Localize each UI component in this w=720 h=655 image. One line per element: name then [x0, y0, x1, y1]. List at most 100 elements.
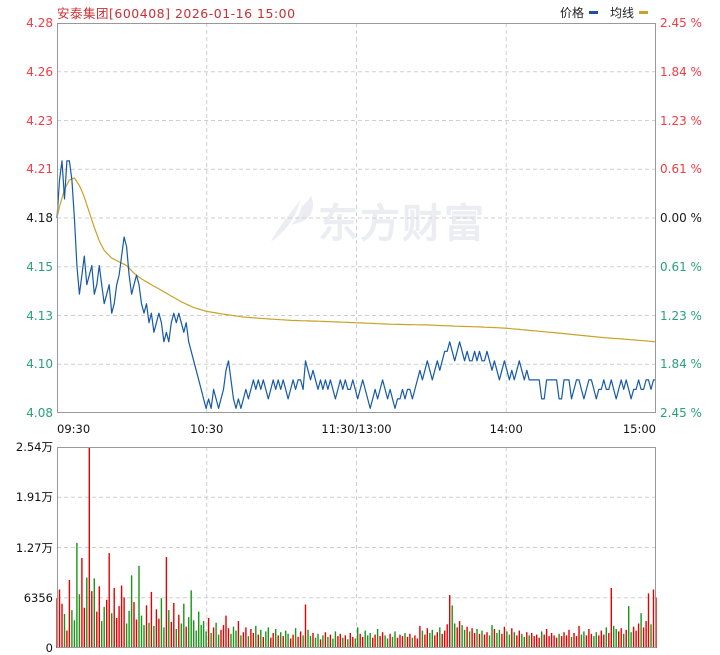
volume-bar — [379, 636, 381, 648]
volume-bar — [265, 631, 267, 648]
price-tick-label: 4.28 — [26, 16, 53, 30]
time-tick-label: 10:30 — [190, 422, 224, 436]
volume-bar — [202, 621, 205, 648]
volume-bar — [618, 631, 620, 648]
volume-bar — [282, 636, 284, 648]
volume-bar — [106, 599, 108, 648]
time-tick-label: 09:30 — [57, 422, 91, 436]
volume-bar — [372, 637, 374, 648]
time-tick-label: 14:00 — [489, 422, 523, 436]
volume-bar — [550, 633, 553, 648]
watermark-text: 东方财富 — [318, 201, 486, 247]
volume-bar — [250, 629, 252, 648]
volume-bar — [339, 633, 341, 648]
volume-bar — [289, 638, 292, 648]
price-tick-label: 4.26 — [26, 64, 53, 79]
volume-bar — [409, 633, 411, 648]
volume-chart-canvas[interactable] — [56, 447, 657, 648]
volume-bar — [588, 629, 590, 648]
volume-bar — [613, 625, 615, 648]
volume-bar — [207, 618, 210, 648]
price-tick-label: 4.08 — [26, 406, 53, 420]
volume-bar — [526, 632, 528, 648]
volume-bar — [476, 629, 478, 648]
volume-bar — [173, 602, 175, 648]
volume-bar — [193, 620, 195, 648]
volume-bar — [396, 637, 399, 648]
volume-bar — [461, 625, 463, 648]
volume-bar — [140, 615, 143, 648]
volume-bar — [302, 635, 304, 648]
percent-tick-label: 1.23 % — [660, 308, 702, 323]
volume-bar — [160, 598, 163, 648]
volume-bar — [230, 633, 232, 648]
volume-bar — [468, 631, 471, 648]
price-tick-label: 4.15 — [26, 259, 53, 274]
volume-bar — [252, 633, 255, 648]
volume-bar — [444, 630, 446, 648]
volume-bar — [73, 620, 76, 648]
volume-bar — [583, 631, 585, 648]
volume-bar — [314, 637, 317, 648]
volume-bar — [381, 632, 384, 648]
volume-bar — [78, 594, 81, 648]
price-chart-canvas[interactable] — [56, 23, 657, 413]
volume-bar — [275, 629, 277, 648]
legend-price-label: 价格 — [560, 6, 585, 20]
volume-bar — [342, 637, 344, 648]
volume-bar — [531, 633, 533, 648]
volume-bar — [645, 621, 647, 648]
volume-bar — [608, 633, 610, 648]
volume-bar — [130, 575, 133, 648]
volume-bar — [362, 636, 364, 648]
percent-tick-label: 0.00 % — [660, 211, 702, 225]
volume-bar — [262, 636, 264, 648]
volume-bar — [332, 638, 334, 648]
volume-bar — [354, 638, 356, 648]
volume-bar — [533, 636, 535, 648]
volume-bar — [411, 637, 414, 648]
volume-bar — [414, 635, 416, 648]
volume-bar — [349, 633, 351, 648]
price-tick-label: 4.21 — [26, 162, 53, 177]
volume-bar — [190, 590, 192, 648]
volume-bar — [486, 632, 488, 648]
volume-bar — [227, 628, 230, 648]
ma-line — [56, 177, 657, 343]
volume-bar — [66, 630, 68, 648]
chart-title: 安泰集团[600408] 2026-01-16 15:00 — [57, 6, 296, 21]
volume-bar — [483, 634, 486, 648]
volume-bar — [555, 637, 558, 648]
volume-bar — [528, 635, 530, 648]
volume-bar — [498, 629, 501, 648]
volume-bar — [632, 626, 635, 648]
volume-bar — [138, 565, 140, 648]
volume-bar — [605, 627, 607, 648]
volume-bar — [242, 632, 245, 648]
volume-bar — [116, 618, 118, 648]
volume-bar — [573, 633, 575, 648]
volume-tick-label: 6356 — [23, 590, 53, 605]
volume-bar — [212, 627, 215, 648]
volume-bar — [481, 630, 483, 648]
volume-bar — [600, 630, 602, 648]
volume-bar — [359, 633, 361, 648]
volume-bar — [473, 633, 476, 648]
volume-bar — [145, 605, 148, 648]
volume-bar — [493, 629, 496, 648]
volume-bar — [503, 626, 506, 648]
volume-bar — [108, 553, 110, 648]
percent-tick-label: 2.45 % — [660, 406, 702, 420]
volume-bar — [222, 625, 225, 648]
volume-bar — [364, 630, 366, 648]
volume-bar — [426, 628, 428, 648]
volume-bar — [63, 614, 66, 648]
volume-bar — [642, 627, 645, 648]
volume-bar — [449, 595, 451, 648]
volume-bar — [240, 635, 242, 648]
volume-gridlines — [57, 447, 656, 648]
volume-bar — [374, 634, 376, 648]
percent-tick-label: 0.61 % — [660, 259, 702, 274]
volume-bar — [329, 634, 332, 648]
